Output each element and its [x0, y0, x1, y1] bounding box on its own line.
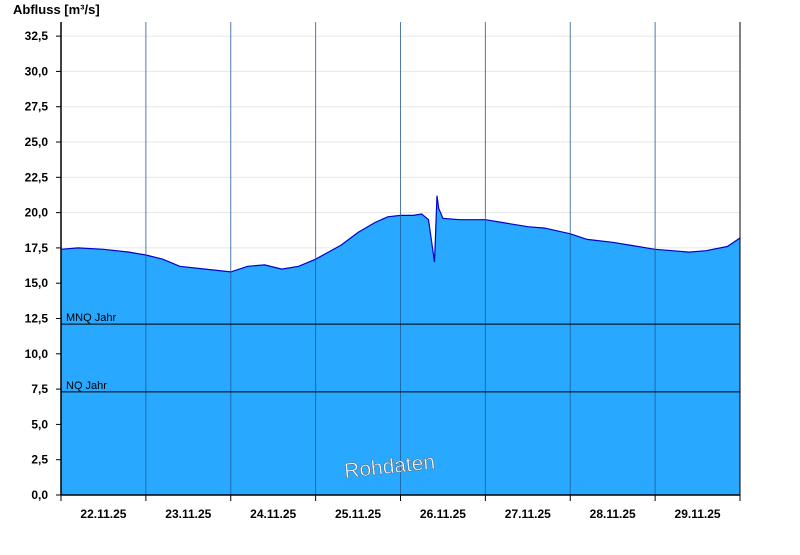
- axes-layer: 22.11.25 23.11.25 24.11.25 25.11.25 26.11.25…: [25, 22, 741, 521]
- y-tick-label: 12,5: [25, 312, 49, 326]
- y-tick-label: 2,5: [31, 453, 48, 467]
- discharge-line: [60, 195, 741, 273]
- y-tick-label: 25,0: [25, 135, 49, 149]
- y-tick-label: 0,0: [31, 488, 48, 502]
- x-tick-label: 25.11.25: [335, 507, 381, 521]
- day-divider-layer: [145, 22, 656, 495]
- y-tick-label: 7,5: [31, 382, 48, 396]
- y-tick-label: 10,0: [25, 347, 49, 361]
- y-tick-label: 20,0: [25, 206, 49, 220]
- x-tick-label: 23.11.25: [165, 507, 211, 521]
- reference-line-label: MNQ Jahr: [66, 312, 116, 324]
- y-tick-label: 27,5: [25, 100, 49, 114]
- y-tick-label: 22,5: [25, 170, 49, 184]
- y-tick-label: 30,0: [25, 64, 49, 78]
- y-tick-label: 15,0: [25, 276, 49, 290]
- y-axis-label: Abfluss [m³/s]: [13, 2, 100, 17]
- reference-lines-layer: MNQ Jahr NQ Jahr: [61, 312, 740, 393]
- y-tick-label: 5,0: [31, 417, 48, 431]
- x-tick-label: 22.11.25: [80, 507, 126, 521]
- y-tick-label: 32,5: [25, 29, 49, 43]
- reference-line-label: NQ Jahr: [66, 380, 107, 392]
- x-tick-label: 28.11.25: [590, 507, 636, 521]
- x-tick-label: 29.11.25: [675, 507, 721, 521]
- x-tick-label: 26.11.25: [420, 507, 466, 521]
- y-tick-label: 17,5: [25, 241, 49, 255]
- x-tick-label: 24.11.25: [250, 507, 296, 521]
- x-tick-label: 27.11.25: [505, 507, 551, 521]
